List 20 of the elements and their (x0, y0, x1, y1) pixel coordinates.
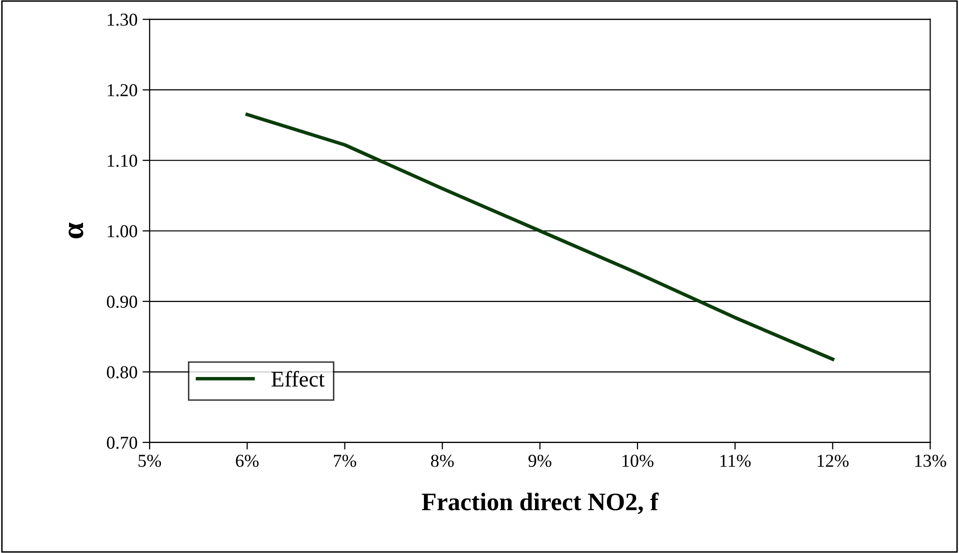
x-tick-label: 10% (622, 454, 654, 467)
y-tick-label: 0.90 (106, 296, 138, 308)
x-tick-label: 7% (334, 454, 356, 467)
y-axis-title: α (68, 222, 84, 238)
x-tick-label: 6% (236, 454, 259, 467)
y-tick-label: 0.80 (106, 366, 138, 378)
legend-label: Effect (271, 370, 325, 387)
x-axis-title: Fraction direct NO2, f (422, 492, 659, 514)
x-tick-label: 9% (528, 454, 552, 467)
line-series (245, 112, 834, 361)
y-tick-label: 1.10 (108, 154, 138, 167)
x-tick-label: 11% (720, 454, 751, 467)
y-tick-label: 1.00 (108, 225, 138, 238)
x-tick-label: 5% (138, 454, 162, 467)
x-tick-label: 13% (915, 454, 946, 467)
x-tick-label: 8% (430, 454, 454, 467)
y-tick-label: 0.70 (106, 436, 138, 449)
x-tick-label: 12% (818, 454, 849, 467)
y-tick-label: 1.20 (108, 84, 138, 96)
y-tick-label: 1.30 (108, 14, 138, 26)
